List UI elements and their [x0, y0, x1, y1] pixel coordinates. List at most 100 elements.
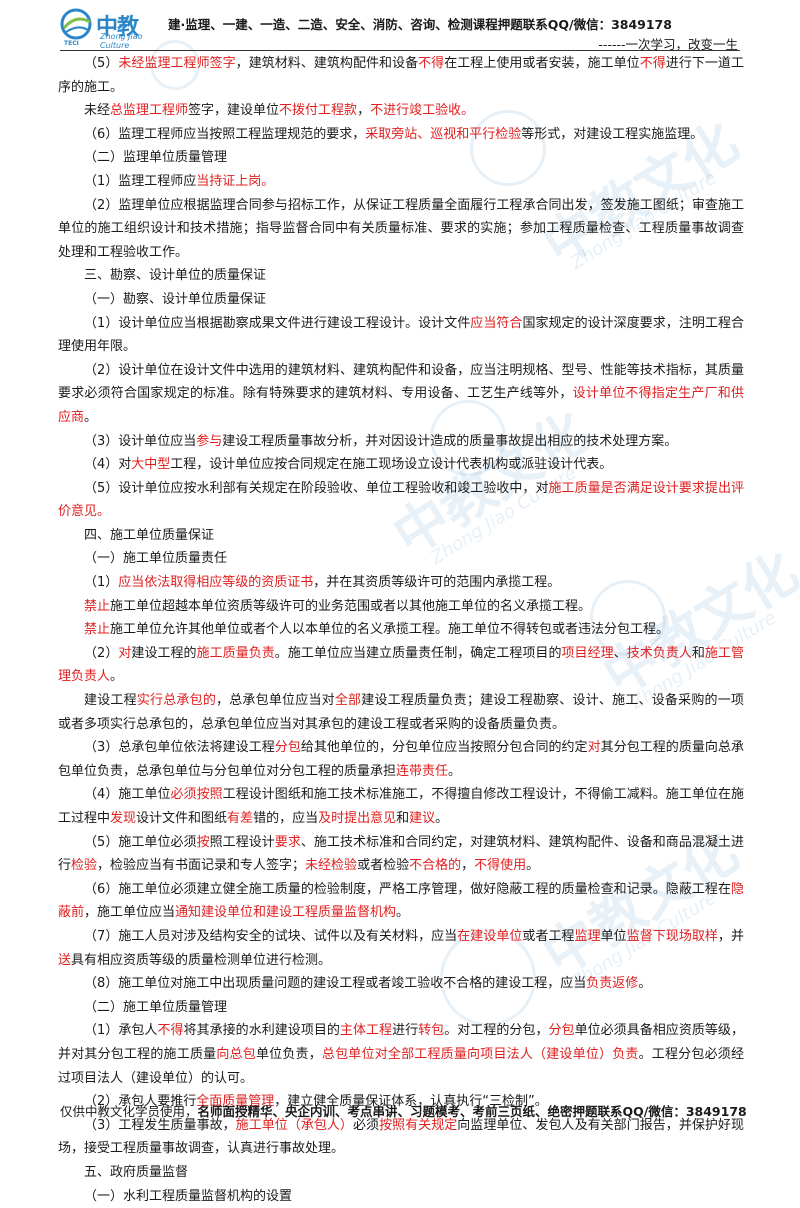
text-run: 。: [84, 410, 97, 425]
highlighted-text: 连带责任: [396, 764, 448, 779]
highlighted-text: 向总包: [216, 1047, 256, 1062]
highlighted-text: 对: [588, 740, 601, 755]
text-run: （一）水利工程质量监督机构的设置: [84, 1189, 292, 1204]
text-run: ，总承包单位应当对: [216, 693, 335, 708]
highlighted-text: 按: [197, 835, 210, 850]
text-run: （6）施工单位必须建立健全施工质量的检验制度，严格工序管理，做好隐蔽工程的质量检…: [84, 882, 731, 897]
text-run: （2）: [84, 646, 118, 661]
text-run: 单位: [601, 929, 627, 944]
paragraph: 禁止施工单位允许其他单位或者个人以本单位的名义承揽工程。施工单位不得转包或者违法…: [58, 618, 744, 642]
text-run: 和: [692, 646, 705, 661]
text-run: （8）施工单位对施工中出现质量问题的建设工程或者竣工验收不合格的建设工程，应当: [84, 976, 586, 991]
text-run: 。: [396, 905, 409, 920]
paragraph: 建设工程实行总承包的，总承包单位应当对全部建设工程质量负责；建设工程勘察、设计、…: [58, 689, 744, 736]
text-run: 给其他单位的，分包单位应当按照分包合同的约定: [301, 740, 588, 755]
paragraph: （5）未经监理工程师签字，建筑材料、建筑构配件和设备不得在工程上使用或者安装，施…: [58, 52, 744, 99]
highlighted-text: 转包: [418, 1023, 444, 1038]
paragraph: （二）施工单位质量管理: [58, 996, 744, 1020]
paragraph: （6）监理工程师应当按照工程监理规范的要求，采取旁站、巡视和平行检验等形式，对建…: [58, 123, 744, 147]
text-run: 在工程上使用或者安装，施工单位: [444, 56, 640, 71]
paragraph: （2）对建设工程的施工质量负责。施工单位应当建立质量责任制，确定工程项目的项目经…: [58, 642, 744, 689]
highlighted-text: 不进行竣工验收。: [370, 103, 474, 118]
highlighted-text: 及时提出意见: [318, 811, 396, 826]
highlighted-text: 不得: [418, 56, 444, 71]
highlighted-text: 大中型: [131, 457, 170, 472]
paragraph: 四、施工单位质量保证: [58, 524, 744, 548]
highlighted-text: 主体工程: [340, 1023, 392, 1038]
text-run: （3）设计单位应当: [84, 434, 196, 449]
highlighted-text: 技术负责人: [627, 646, 692, 661]
text-run: （二）施工单位质量管理: [84, 1000, 227, 1015]
footer-contact: 名师面授精华、央企内训、考点串讲、习题模考、考前三页纸、绝密押题联系QQ/微信：…: [198, 1104, 747, 1119]
paragraph: （5）设计单位应按水利部有关规定在阶段验收、单位工程验收和竣工验收中，对施工质量…: [58, 477, 744, 524]
header-contact-line: 建·监理、一建、一造、二造、安全、消防、咨询、检测课程押题联系QQ/微信：384…: [168, 14, 672, 33]
logo-sub-text: TECI: [64, 40, 79, 47]
paragraph: （1）承包人不得将其承接的水利建设项目的主体工程进行转包。对工程的分包，分包单位…: [58, 1019, 744, 1090]
text-run: 和: [396, 811, 409, 826]
text-run: ，建筑材料、建筑构配件和设备: [236, 56, 418, 71]
text-run: 照工程设计: [210, 835, 275, 850]
highlighted-text: 应当依法取得相应等级的资质证书: [118, 575, 313, 590]
paragraph: （4）对大中型工程，设计单位应按合同规定在施工现场设立设计代表机构或派驻设计代表…: [58, 453, 744, 477]
highlighted-text: 不得: [640, 56, 666, 71]
paragraph: （3）总承包单位依法将建设工程分包给其他单位的，分包单位应当按照分包合同的约定对…: [58, 736, 744, 783]
paragraph: （一）水利工程质量监督机构的设置: [58, 1185, 744, 1208]
paragraph: （1）设计单位应当根据勘察成果文件进行建设工程设计。设计文件应当符合国家规定的设…: [58, 312, 744, 359]
highlighted-text: 送: [58, 953, 71, 968]
text-run: 施工单位超越本单位资质等级许可的业务范围或者以其他施工单位的名义承揽工程。: [110, 599, 591, 614]
text-run: 设计文件和图纸: [136, 811, 227, 826]
text-run: ，并在其资质等级许可的范围内承揽工程。: [313, 575, 560, 590]
text-run: （6）监理工程师应当按照工程监理规范的要求，: [84, 127, 365, 142]
text-run: 。: [638, 976, 651, 991]
text-run: 建设工程质量事故分析，并对因设计造成的质量事故提出相应的技术处理方案。: [222, 434, 677, 449]
paragraph: （一）施工单位质量责任: [58, 547, 744, 571]
paragraph: （5）施工单位必须按照工程设计要求、施工技术标准和合同约定，对建筑材料、建筑构配…: [58, 831, 744, 878]
paragraph: （2）设计单位在设计文件中选用的建筑材料、建筑构配件和设备，应当注明规格、型号、…: [58, 359, 744, 430]
text-run: （一）施工单位质量责任: [84, 551, 227, 566]
highlighted-text: 未经检验: [305, 858, 357, 873]
text-run: （2）监理单位应根据监理合同参与招标工作，从保证工程质量全面履行工程承合同出发，…: [58, 198, 744, 260]
highlighted-text: 必须按照: [171, 787, 223, 802]
text-run: （5）设计单位应按水利部有关规定在阶段验收、单位工程验收和竣工验收中，对: [84, 481, 549, 496]
text-run: 或者工程: [522, 929, 574, 944]
text-run: （3）总承包单位依法将建设工程: [84, 740, 275, 755]
paragraph: （二）监理单位质量管理: [58, 146, 744, 170]
page-footer: 仅供中教文化学员使用，名师面授精华、央企内训、考点串讲、习题模考、考前三页纸、绝…: [60, 1101, 747, 1120]
paragraph: （1）监理工程师应当持证上岗。: [58, 170, 744, 194]
highlighted-text: 总包单位对全部工程质量向项目法人（建设单位）负责: [322, 1047, 639, 1062]
highlighted-text: 施工质量负责: [197, 646, 275, 661]
text-run: 。: [435, 811, 448, 826]
text-run: （5）施工单位必须: [84, 835, 197, 850]
text-run: 进行: [392, 1023, 418, 1038]
text-run: （二）监理单位质量管理: [84, 150, 227, 165]
highlighted-text: 应当符合: [470, 316, 522, 331]
highlighted-text: 发现: [110, 811, 136, 826]
paragraph: （1）应当依法取得相应等级的资质证书，并在其资质等级许可的范围内承揽工程。: [58, 571, 744, 595]
text-run: 未经: [84, 103, 110, 118]
paragraph: （一）勘察、设计单位质量保证: [58, 288, 744, 312]
text-run: 建设工程的: [131, 646, 196, 661]
paragraph: （2）监理单位应根据监理合同参与招标工作，从保证工程质量全面履行工程承合同出发，…: [58, 194, 744, 265]
text-run: ，: [461, 858, 474, 873]
highlighted-text: 通知建设单位和建设工程质量监督机构: [175, 905, 396, 920]
text-run: 四、施工单位质量保证: [84, 528, 214, 543]
text-run: （4）施工单位: [84, 787, 171, 802]
highlighted-text: 分包: [275, 740, 301, 755]
text-run: 工程，设计单位应按合同规定在施工现场设立设计代表机构或派驻设计代表。: [170, 457, 612, 472]
highlighted-text: 对: [118, 646, 131, 661]
text-run: （1）设计单位应当根据勘察成果文件进行建设工程设计。设计文件: [84, 316, 470, 331]
text-run: （1）承包人: [84, 1023, 157, 1038]
paragraph: 三、勘察、设计单位的质量保证: [58, 264, 744, 288]
text-run: （4）对: [84, 457, 131, 472]
text-run: 建设工程: [84, 693, 137, 708]
paragraph: 未经总监理工程师签字，建设单位不拨付工程款，不进行竣工验收。: [58, 99, 744, 123]
text-run: ，: [357, 103, 370, 118]
paragraph: （7）施工人员对涉及结构安全的试块、试件以及有关材料，应当在建设单位或者工程监理…: [58, 925, 744, 972]
text-run: 单位负责，: [256, 1047, 322, 1062]
text-run: ，检验应当有书面记录和专人签字；: [97, 858, 305, 873]
text-run: 。施工单位应当建立质量责任制，确定工程项目的: [275, 646, 562, 661]
text-run: 签字，建设单位: [188, 103, 279, 118]
text-run: 错的，应当: [253, 811, 318, 826]
text-run: （一）勘察、设计单位质量保证: [84, 292, 266, 307]
highlighted-text: 总监理工程师: [110, 103, 188, 118]
